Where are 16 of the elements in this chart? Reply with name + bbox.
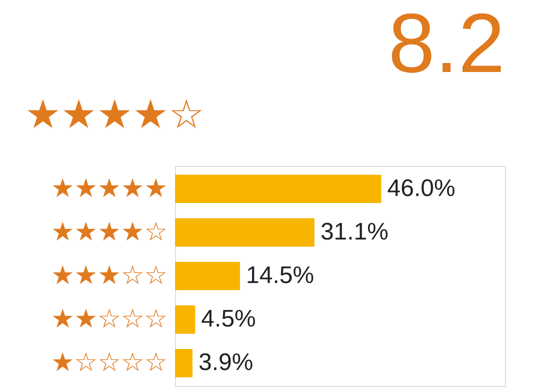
bar (175, 218, 314, 247)
bar (175, 348, 192, 378)
y-tick-label: ★★★☆☆ (50, 261, 168, 291)
data-label: 14.5% (246, 262, 314, 289)
y-tick-label: ★★★★★ (50, 174, 168, 204)
data-label: 4.5% (201, 306, 256, 333)
chart-title: 8.2 (388, 0, 505, 90)
y-tick-label: ★★★★☆ (50, 217, 168, 248)
bar (175, 305, 196, 334)
data-label: 31.1% (320, 218, 389, 246)
y-tick-label: ★★☆☆☆ (50, 304, 168, 335)
y-tick-label: ★☆☆☆☆ (50, 348, 168, 378)
data-label: 3.9% (198, 349, 254, 376)
bar (175, 262, 240, 290)
bar (175, 174, 382, 204)
data-label: 46.0% (387, 174, 456, 202)
